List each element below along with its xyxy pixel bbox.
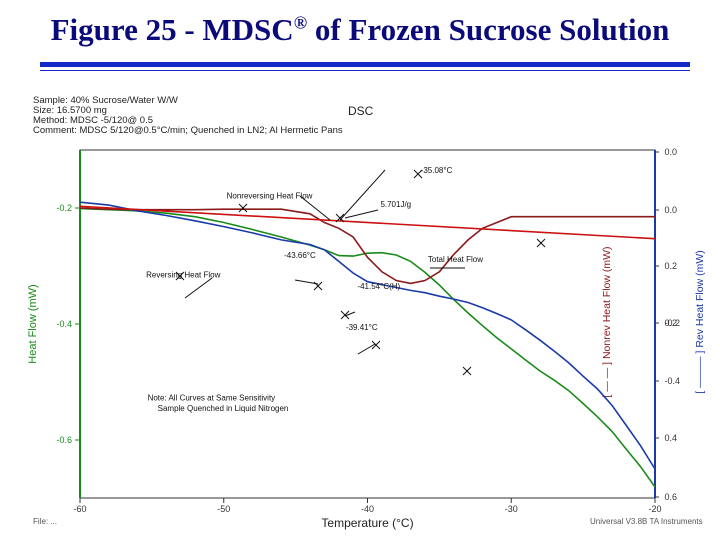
sample-info: Sample: 40% Sucrose/Water W/W Size: 16.5… [33, 96, 343, 136]
marker [335, 213, 345, 223]
series-nonreversing-heat-flow [79, 207, 655, 285]
nonrev-tick-label: 0.2 [664, 318, 677, 328]
marker [175, 271, 185, 281]
title-rule-thin [40, 70, 690, 71]
annotation-leader [357, 343, 376, 355]
x-axis-label: Temperature (°C) [321, 516, 413, 530]
series-total-heat-flow [79, 207, 656, 488]
marker [313, 281, 323, 291]
nonrev-axis-label: [ — — ] Nonrev Heat Flow (mW) [601, 246, 613, 397]
annotation: -41.54°C(H) [357, 282, 400, 291]
x-tick-label: -20 [648, 504, 661, 514]
comment-line: Comment: MDSC 5/120@0.5°C/min; Quenched … [33, 125, 343, 136]
series-baseline [79, 205, 656, 240]
left-tick-label: -0.6 [56, 435, 72, 445]
marker [238, 203, 248, 213]
annotation-leader [339, 169, 386, 221]
annotation: 5.701J/g [380, 200, 411, 209]
rev-tick-label: -0.2 [664, 318, 680, 328]
instrument-label: DSC [348, 104, 374, 118]
size-line: Size: 16.5700 mg [33, 105, 107, 116]
nonrev-tick-label: 0.6 [664, 492, 677, 502]
annotation: Total Heat Flow [428, 255, 483, 264]
footer-right: Universal V3.8B TA Instruments [590, 517, 703, 526]
series-reversing-heat-flow [79, 201, 656, 470]
annotation: -35.08°C [421, 166, 453, 175]
nonrev-tick-label: 0.4 [664, 433, 677, 443]
marker [462, 366, 472, 376]
annotation-leader [294, 279, 319, 285]
rev-tick-label: -0.4 [664, 376, 680, 386]
annotation-leader [344, 209, 379, 219]
nonrev-tick-label: 0.2 [664, 261, 677, 271]
nonrev-tick-label: 0.0 [664, 147, 677, 157]
annotation: Nonreversing Heat Flow [227, 192, 313, 201]
left-tick-label: -0.4 [56, 319, 72, 329]
annotation-leader [184, 277, 213, 299]
nonrev-tick-label: 0.0 [664, 205, 677, 215]
x-tick-label: -40 [361, 504, 374, 514]
rev-axis-label: [ ——— ] Rev Heat Flow (mW) [694, 250, 706, 394]
marker [340, 310, 350, 320]
annotation: Note: All Curves at Same Sensitivity [148, 394, 276, 403]
annotation-leader [299, 195, 331, 221]
x-tick-label: -60 [73, 504, 86, 514]
marker [413, 169, 423, 179]
annotation: Sample Quenched in Liquid Nitrogen [158, 404, 289, 413]
marker [371, 340, 381, 350]
sample-line: Sample: 40% Sucrose/Water W/W [33, 95, 178, 106]
annotation: Reversing Heat Flow [146, 271, 220, 280]
x-tick-label: -30 [505, 504, 518, 514]
annotation-leader [344, 311, 356, 317]
marker [536, 238, 546, 248]
annotation: -43.66°C [284, 251, 316, 260]
x-tick-label: -50 [217, 504, 230, 514]
method-line: Method: MDSC -5/120@ 0.5 [33, 115, 154, 126]
left-tick-label: -0.2 [56, 203, 72, 213]
annotation: -39.41°C [346, 323, 378, 332]
left-axis-label: Heat Flow (mW) [27, 284, 39, 363]
title-rule [40, 62, 690, 67]
slide-title: Figure 25 - MDSC® of Frozen Sucrose Solu… [50, 12, 670, 47]
footer-left: File: ... [33, 517, 58, 526]
